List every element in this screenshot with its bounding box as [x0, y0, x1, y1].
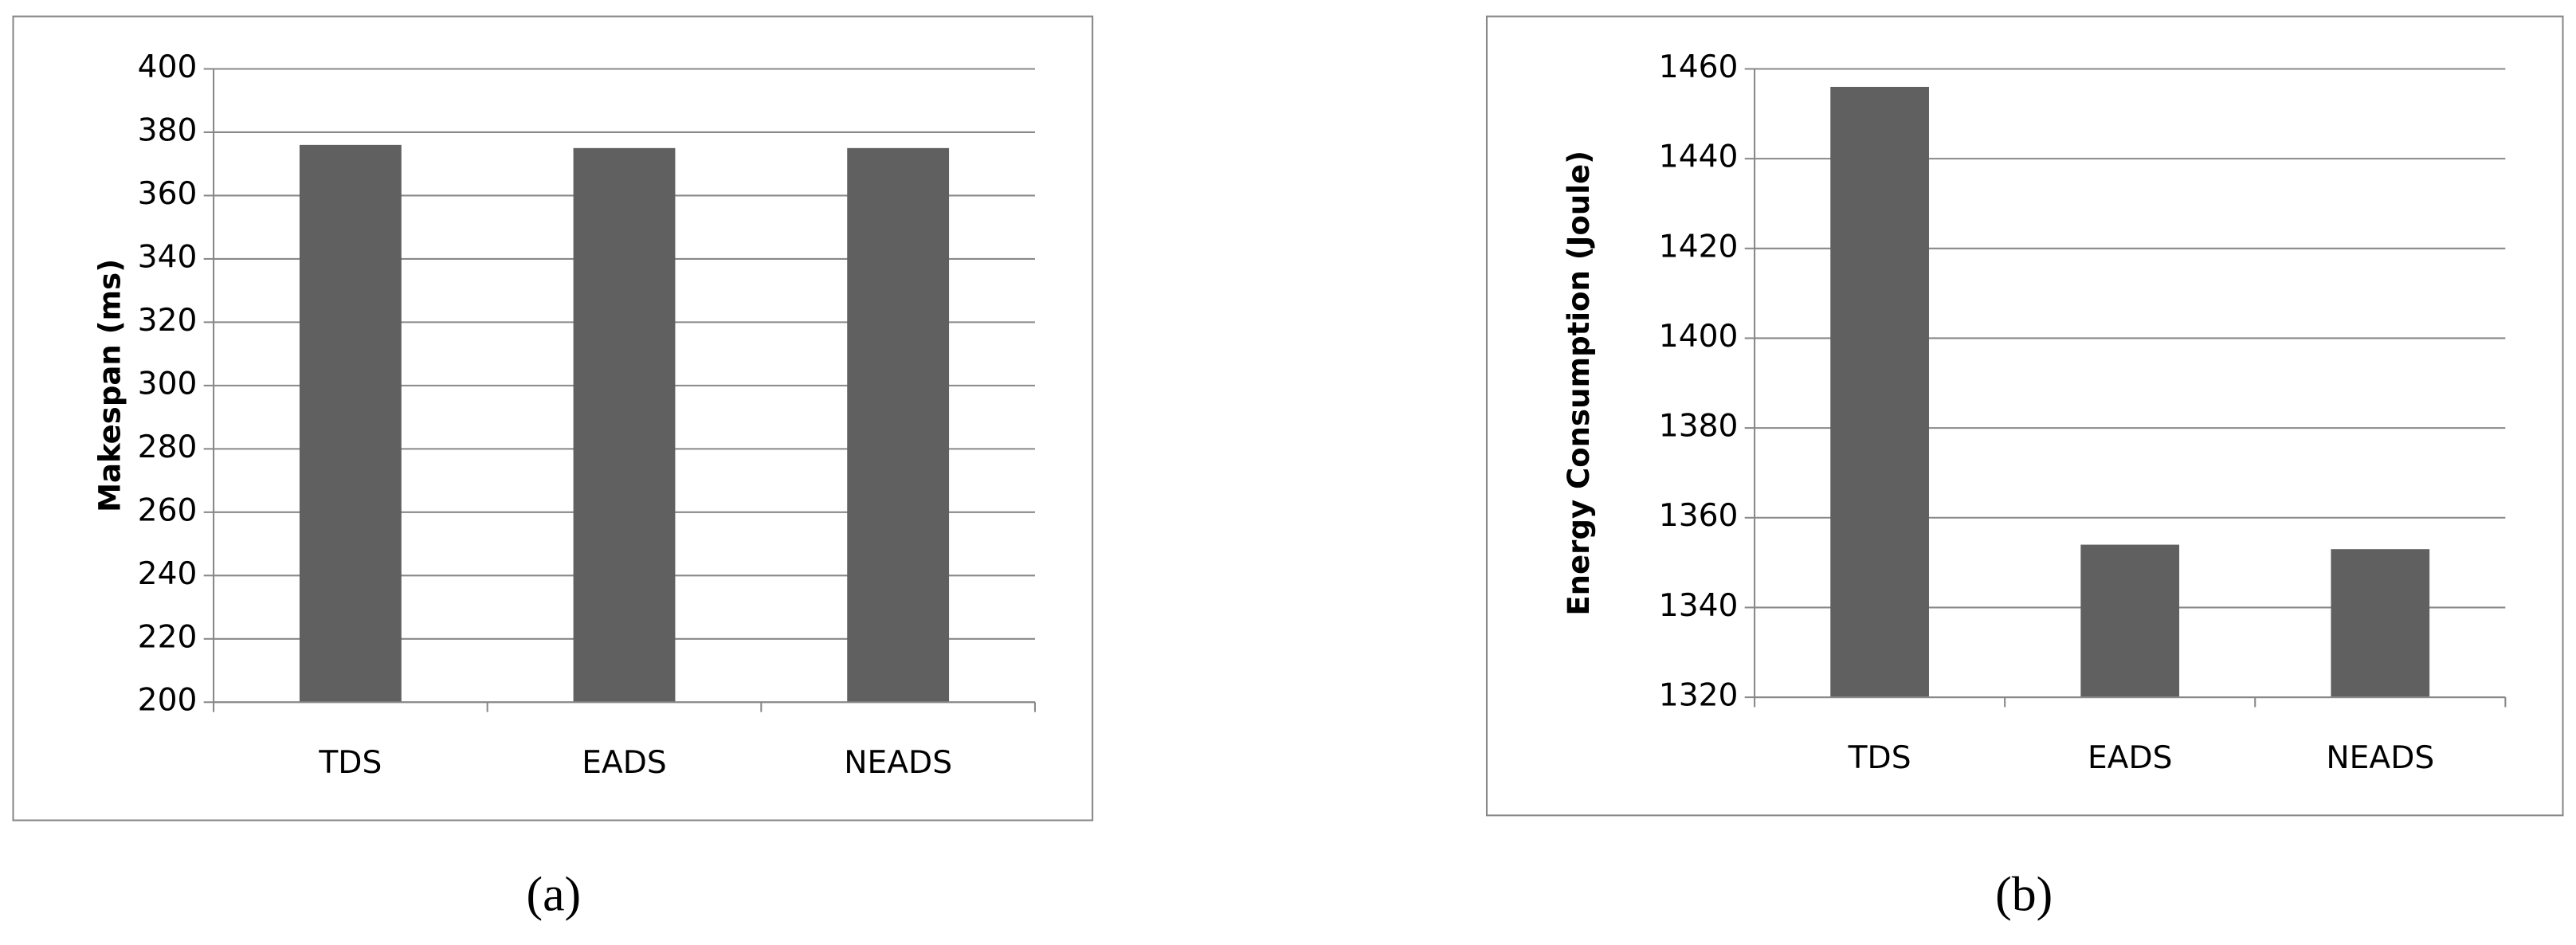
- y-tick-label: 260: [138, 492, 198, 528]
- x-tick-label: EADS: [2088, 740, 2173, 776]
- caption: (b): [1995, 868, 2053, 922]
- x-tick-label: NEADS: [844, 745, 952, 781]
- bar: [2080, 544, 2180, 698]
- y-axis-label: Energy Consumption (Joule): [1562, 151, 1596, 616]
- y-tick-label: 1360: [1659, 498, 1739, 534]
- x-tick-label: NEADS: [2326, 740, 2434, 776]
- bar: [847, 147, 950, 703]
- y-tick-label: 1400: [1659, 319, 1739, 355]
- y-tick-label: 340: [138, 239, 198, 275]
- y-tick-label: 200: [138, 683, 198, 719]
- y-tick-label: 280: [138, 429, 198, 465]
- x-tick-label: EADS: [582, 745, 667, 781]
- bar: [299, 144, 402, 703]
- y-tick-label: 380: [138, 112, 198, 148]
- y-tick-label: 1420: [1659, 229, 1739, 265]
- y-tick-label: 400: [138, 49, 198, 85]
- y-tick-label: 320: [138, 303, 198, 339]
- y-tick-label: 1320: [1659, 678, 1739, 714]
- x-tick-label: TDS: [318, 745, 382, 781]
- y-axis-label: Makespan (ms): [93, 259, 127, 512]
- bar: [1830, 87, 1929, 698]
- y-tick-label: 360: [138, 176, 198, 212]
- x-tick-label: TDS: [1848, 740, 1911, 776]
- y-tick-label: 1380: [1659, 409, 1739, 445]
- y-tick-label: 300: [138, 366, 198, 402]
- y-tick-label: 1340: [1659, 588, 1739, 624]
- caption: (a): [527, 868, 582, 922]
- y-tick-label: 220: [138, 619, 198, 655]
- y-tick-label: 1460: [1659, 49, 1739, 85]
- y-tick-label: 240: [138, 556, 198, 592]
- y-tick-label: 1440: [1659, 139, 1739, 175]
- bar: [2331, 549, 2430, 698]
- bar: [573, 147, 676, 703]
